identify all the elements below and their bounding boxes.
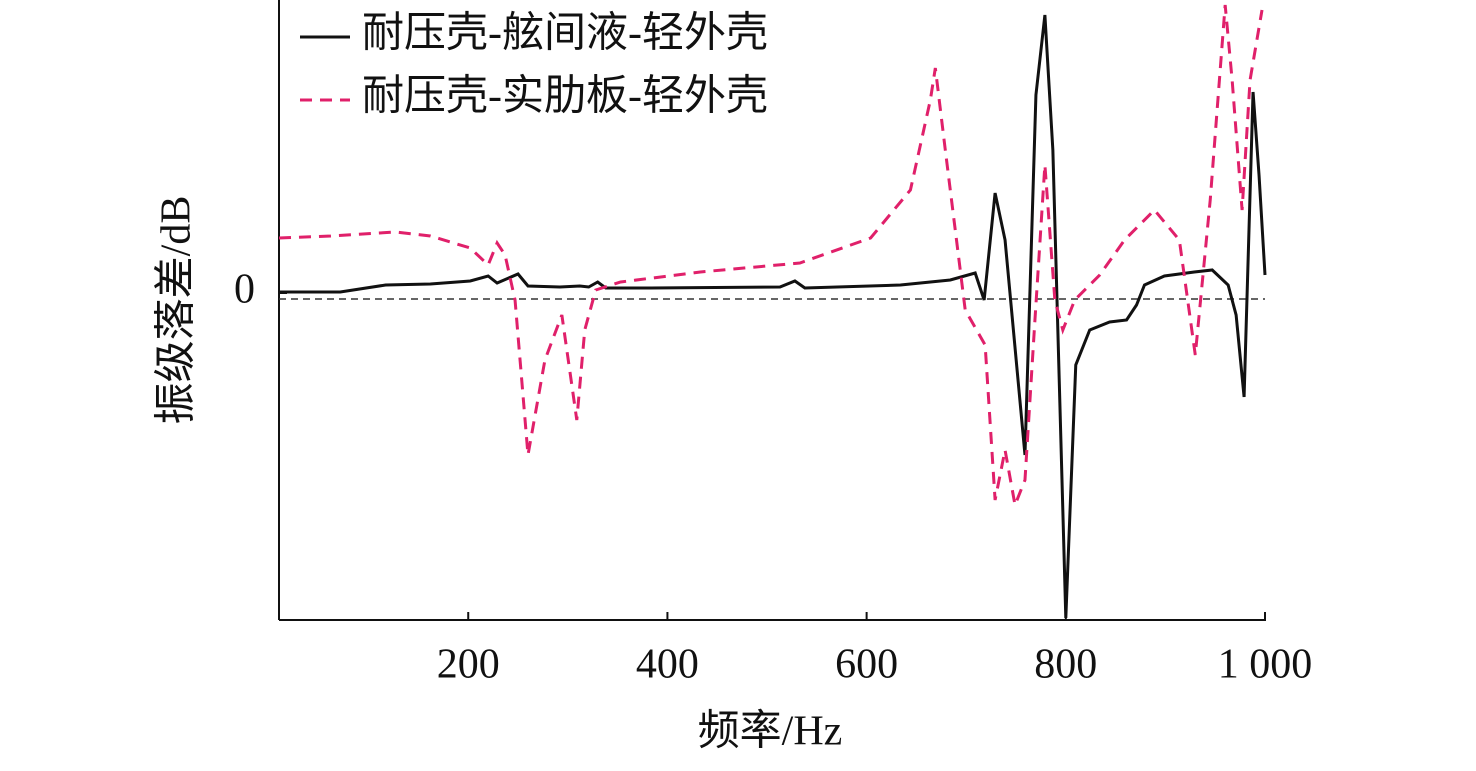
x-tick-label: 200 (437, 642, 500, 688)
x-tick-label: 800 (1034, 642, 1097, 688)
y-axis-label: 振级落差/dB (154, 196, 200, 425)
y-tick-label: 0 (234, 267, 255, 313)
x-tick-label: 600 (835, 642, 898, 688)
x-axis-label: 频率/Hz (698, 708, 843, 755)
legend-label: 耐压壳-舷间液-轻外壳 (362, 11, 768, 57)
series-line (279, 4, 1264, 511)
series-line (279, 14, 1267, 619)
x-tick-label: 1 000 (1218, 642, 1313, 688)
legend-label: 耐压壳-实肋板-轻外壳 (362, 73, 768, 120)
x-tick-label: 400 (636, 642, 699, 688)
